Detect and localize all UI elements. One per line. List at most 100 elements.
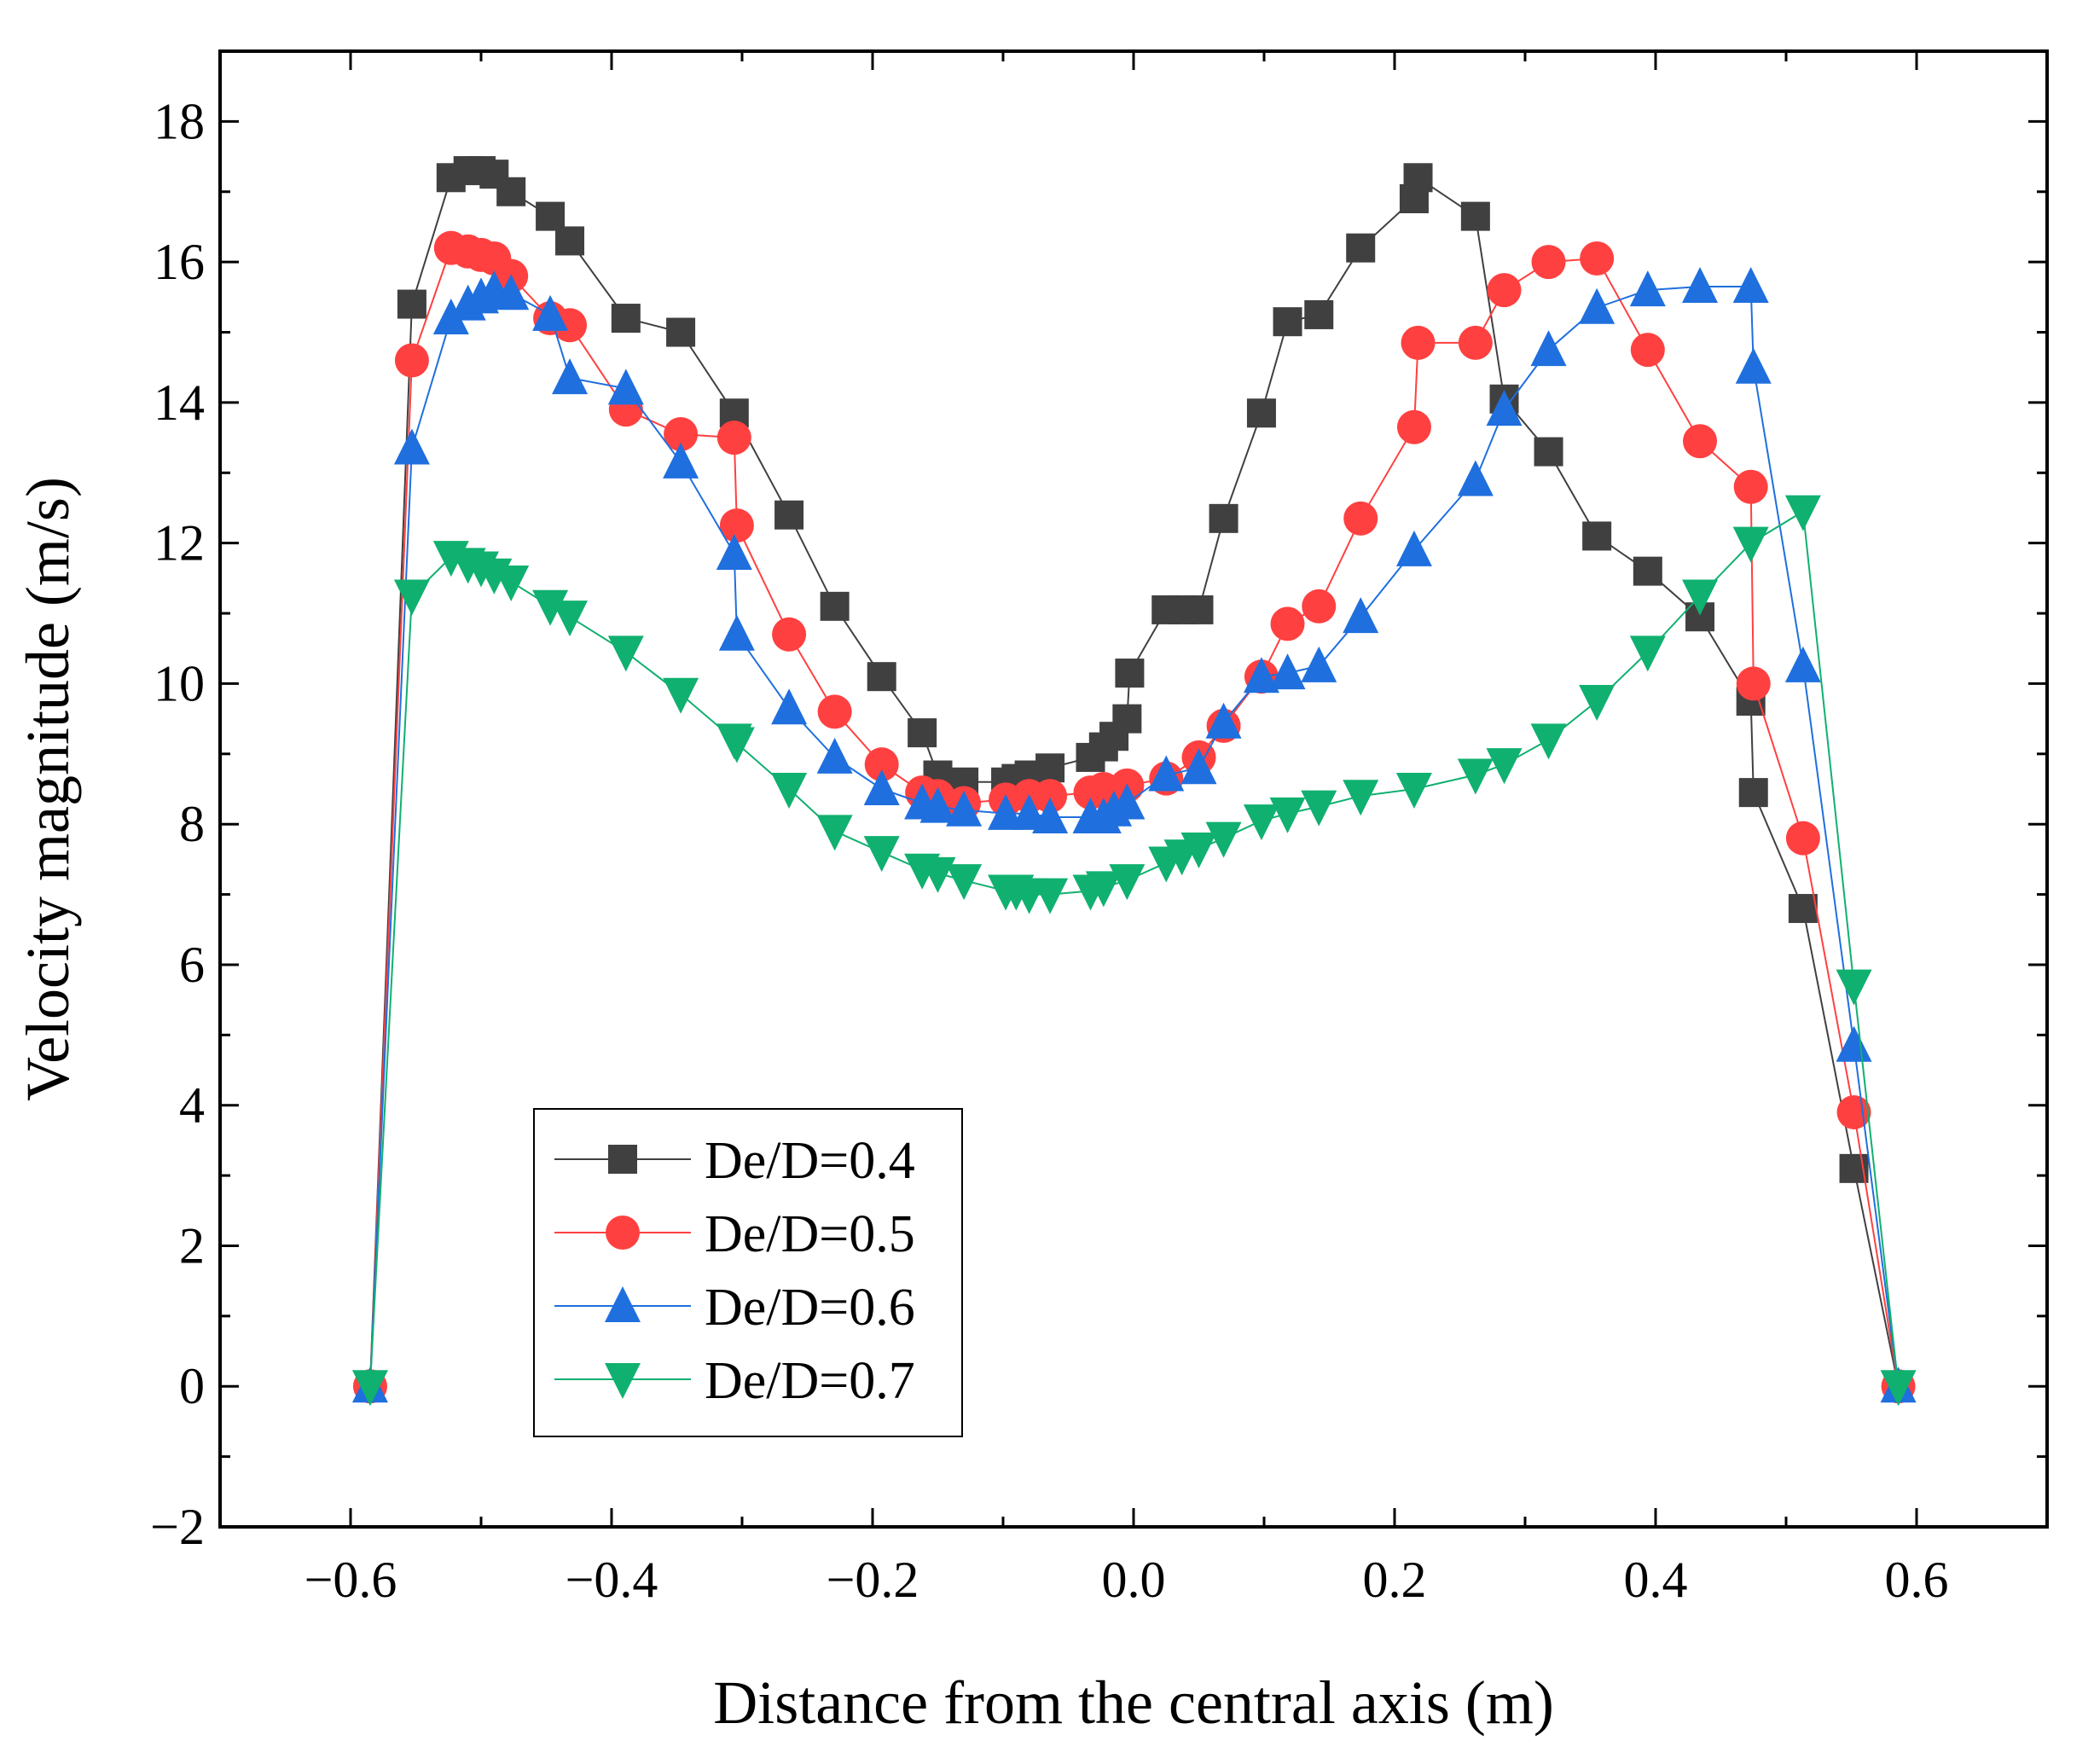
- y-tick-label: 2: [179, 1217, 205, 1274]
- data-point: [555, 226, 585, 256]
- legend-item: De/D=0.6: [554, 1279, 915, 1337]
- data-point: [532, 589, 569, 626]
- y-tick-label: −2: [150, 1499, 205, 1555]
- data-point: [1836, 969, 1872, 1006]
- axis-ticks: −0.6 −0.4 −0.2 0.0 0.2 0.4 0.6 −2 0 2 4 6 8 10 12 14 16 1…: [150, 49, 2049, 1608]
- data-point: [1032, 878, 1069, 914]
- legend-item: De/D=0.7: [554, 1352, 915, 1410]
- data-point: [1457, 460, 1494, 496]
- data-point: [1732, 526, 1769, 563]
- data-point: [1115, 659, 1145, 688]
- data-point: [1085, 871, 1122, 908]
- y-tick-label: 4: [179, 1077, 205, 1134]
- x-tick-label: −0.6: [305, 1552, 397, 1608]
- data-point: [1630, 333, 1665, 368]
- data-point: [864, 747, 899, 782]
- y-tick-label: 14: [154, 374, 205, 431]
- data-point: [919, 856, 956, 893]
- data-point: [1880, 1370, 1917, 1407]
- data-point: [1270, 606, 1305, 641]
- data-point: [1184, 595, 1214, 624]
- data-point: [553, 308, 588, 343]
- y-tick-label: 0: [179, 1358, 205, 1414]
- data-point: [863, 769, 900, 805]
- data-point: [1579, 685, 1615, 722]
- data-point: [772, 617, 807, 652]
- data-point: [1269, 797, 1306, 833]
- data-point: [716, 421, 751, 456]
- legend-item: De/D=0.5: [554, 1205, 915, 1263]
- y-tick-label: 12: [154, 515, 205, 572]
- data-point: [1395, 773, 1432, 809]
- data-point: [946, 864, 983, 901]
- data-point: [1035, 753, 1065, 783]
- data-point: [1343, 780, 1379, 816]
- legend-label: De/D=0.4: [705, 1132, 915, 1190]
- data-point: [664, 416, 699, 451]
- data-point: [1682, 579, 1719, 616]
- data-point: [1403, 163, 1433, 193]
- data-point: [1534, 437, 1563, 467]
- series-de-d-0-4: [355, 156, 1913, 1401]
- data-point: [1629, 635, 1666, 672]
- x-tick-label: −0.2: [827, 1552, 919, 1608]
- data-point: [867, 662, 896, 692]
- data-point: [393, 579, 430, 616]
- data-point: [1460, 201, 1490, 231]
- data-point: [1109, 783, 1146, 820]
- data-point: [1209, 503, 1238, 533]
- data-point: [1401, 325, 1436, 360]
- data-point: [1301, 646, 1337, 682]
- legend-marker: [608, 1145, 637, 1174]
- y-tick-label: 6: [179, 937, 205, 993]
- data-point: [1396, 409, 1431, 444]
- data-point: [771, 773, 808, 809]
- legend-item: De/D=0.4: [554, 1132, 915, 1190]
- data-point: [1733, 469, 1768, 504]
- data-point: [1531, 245, 1566, 280]
- data-point: [1032, 797, 1069, 833]
- data-point: [1458, 325, 1493, 360]
- legend-label: De/D=0.7: [705, 1352, 915, 1410]
- data-point: [1205, 702, 1242, 739]
- data-point: [1736, 666, 1771, 701]
- data-point: [611, 304, 641, 334]
- data-point: [1579, 287, 1615, 324]
- legend-label: De/D=0.6: [705, 1279, 915, 1337]
- data-point: [863, 836, 900, 873]
- legend-marker: [605, 1363, 641, 1399]
- data-point: [1269, 653, 1306, 690]
- data-point: [1683, 424, 1718, 459]
- y-tick-label: 16: [154, 234, 205, 290]
- data-point: [1180, 748, 1217, 785]
- data-point: [1273, 307, 1302, 337]
- data-point: [1633, 556, 1662, 586]
- data-point: [718, 727, 755, 763]
- data-point: [774, 500, 804, 530]
- data-point: [532, 294, 569, 331]
- legend-marker: [606, 1216, 640, 1250]
- x-tick-label: −0.4: [566, 1552, 658, 1608]
- data-point: [496, 177, 526, 206]
- y-tick-label: 10: [154, 655, 205, 711]
- data-point: [1304, 299, 1334, 329]
- data-point: [718, 614, 755, 651]
- data-point: [394, 343, 429, 378]
- data-point: [1486, 390, 1523, 426]
- data-point: [607, 368, 644, 405]
- data-point: [397, 289, 426, 319]
- data-point: [719, 508, 754, 543]
- data-point: [1011, 793, 1047, 830]
- data-point: [1530, 330, 1567, 367]
- data-point: [1346, 233, 1376, 263]
- series-de-d-0-7: [351, 495, 1917, 1407]
- data-point: [1487, 273, 1522, 308]
- legend-marker: [605, 1286, 641, 1322]
- data-point: [1486, 748, 1523, 785]
- x-tick-label: 0.6: [1885, 1552, 1949, 1608]
- x-tick-label: 0.4: [1624, 1552, 1688, 1608]
- series-de-d-0-6: [351, 266, 1917, 1403]
- data-point: [1785, 821, 1820, 856]
- data-point: [716, 534, 752, 571]
